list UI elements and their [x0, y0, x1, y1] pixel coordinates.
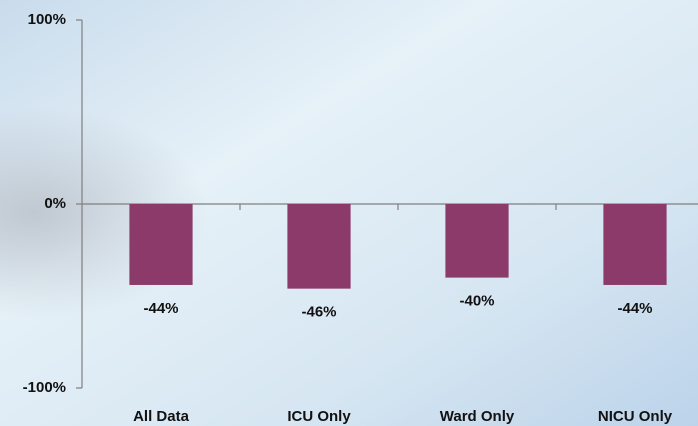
- bar: [445, 204, 508, 278]
- chart: -100% 0% 100% All Data -44% ICU Only -46% Ward …: [0, 0, 698, 426]
- value-label: -44%: [617, 300, 652, 317]
- value-label: -40%: [459, 293, 494, 310]
- x-tick-label: All Data: [133, 408, 190, 425]
- x-tick-label: ICU Only: [287, 408, 351, 425]
- value-label: -46%: [301, 304, 336, 321]
- y-tick-label: 0%: [44, 195, 66, 212]
- x-tick-label: NICU Only: [598, 408, 673, 425]
- x-tick-label: Ward Only: [440, 408, 515, 425]
- bar: [129, 204, 192, 285]
- y-tick-label: -100%: [23, 379, 66, 396]
- page: {"chart_data": {"type": "bar", "categori…: [0, 0, 698, 426]
- value-label: -44%: [143, 300, 178, 317]
- y-tick-label: 100%: [28, 11, 66, 28]
- bar: [603, 204, 666, 285]
- bar: [287, 204, 350, 289]
